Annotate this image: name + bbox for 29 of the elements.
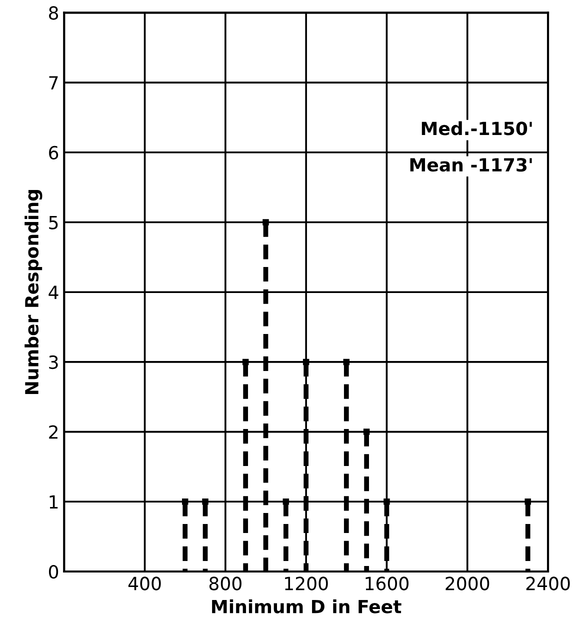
point: [182, 498, 188, 505]
y-tick-label: 2: [49, 425, 58, 439]
y-tick-label: 8: [49, 6, 58, 20]
point: [202, 498, 208, 505]
point: [242, 358, 249, 366]
y-tick-label: 0: [48, 564, 58, 579]
x-axis-title: Minimum D in Feet: [212, 599, 402, 614]
point: [384, 498, 390, 505]
annotation: Mean -1173': [410, 158, 532, 172]
x-tick-label: 2000: [446, 576, 490, 590]
y-tick-label: 5: [49, 216, 58, 230]
y-tick-label: 7: [49, 76, 58, 90]
point: [343, 358, 350, 366]
x-tick-label: 1600: [366, 576, 408, 590]
y-tick-label: 6: [49, 146, 58, 160]
point: [262, 219, 269, 226]
y-tick-label: 1: [50, 495, 58, 509]
annotation: Med.-1150': [422, 121, 532, 136]
x-tick-label: 1200: [285, 576, 328, 590]
y-tick-label: 4: [48, 286, 58, 299]
point: [524, 498, 531, 505]
x-tick-label: 800: [209, 576, 242, 590]
y-tick-label: 3: [49, 355, 58, 370]
point: [302, 358, 310, 366]
point: [363, 428, 370, 435]
x-tick-label: 2400: [526, 576, 570, 590]
y-axis-title: Number Responding: [24, 190, 42, 394]
point: [282, 498, 290, 505]
x-tick-label: 400: [128, 576, 161, 590]
